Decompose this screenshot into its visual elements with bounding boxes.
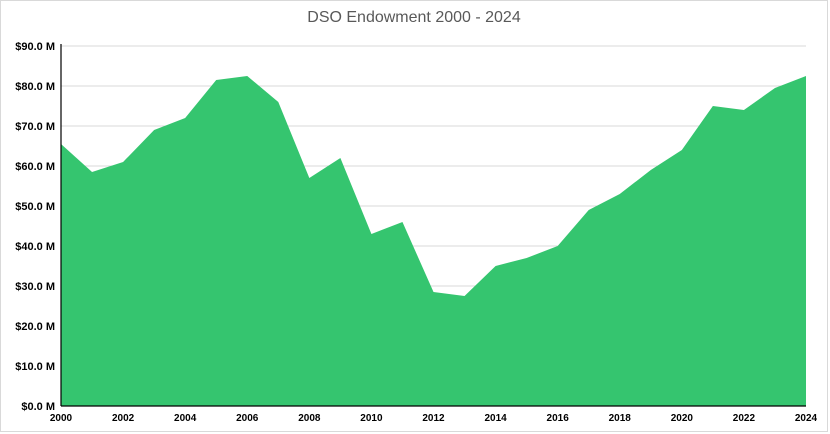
x-tick-label: 2010 — [360, 413, 383, 424]
y-tick-label: $0.0 M — [21, 401, 55, 413]
x-tick-label: 2022 — [733, 413, 756, 424]
x-tick-label: 2024 — [795, 413, 818, 424]
x-tick-label: 2012 — [422, 413, 445, 424]
x-tick-label: 2000 — [50, 413, 73, 424]
x-tick-label: 2018 — [609, 413, 632, 424]
y-tick-labels: $0.0 M $10.0 M $20.0 M $30.0 M $40.0 M $50.0 … — [15, 41, 55, 413]
x-tick-label: 2008 — [298, 413, 321, 424]
x-tick-label: 2020 — [671, 413, 694, 424]
axes — [60, 44, 806, 407]
y-tick-label: $20.0 M — [15, 321, 55, 333]
x-tick-labels: 2000 2002 2004 2006 2008 2010 2012 2014 2016 2018… — [50, 413, 818, 424]
y-tick-label: $10.0 M — [15, 361, 55, 373]
x-tick-label: 2014 — [484, 413, 507, 424]
y-tick-label: $50.0 M — [15, 201, 55, 213]
y-tick-label: $90.0 M — [15, 41, 55, 53]
x-tick-label: 2002 — [112, 413, 135, 424]
area-series — [61, 76, 806, 406]
x-tick-label: 2016 — [547, 413, 570, 424]
area-series-fill — [61, 76, 806, 406]
y-tick-label: $40.0 M — [15, 241, 55, 253]
y-tick-label: $30.0 M — [15, 281, 55, 293]
x-tick-label: 2006 — [236, 413, 259, 424]
y-tick-label: $80.0 M — [15, 81, 55, 93]
y-tick-label: $70.0 M — [15, 121, 55, 133]
chart-title: DSO Endowment 2000 - 2024 — [307, 9, 521, 26]
x-tick-label: 2004 — [174, 413, 197, 424]
y-tick-label: $60.0 M — [15, 161, 55, 173]
